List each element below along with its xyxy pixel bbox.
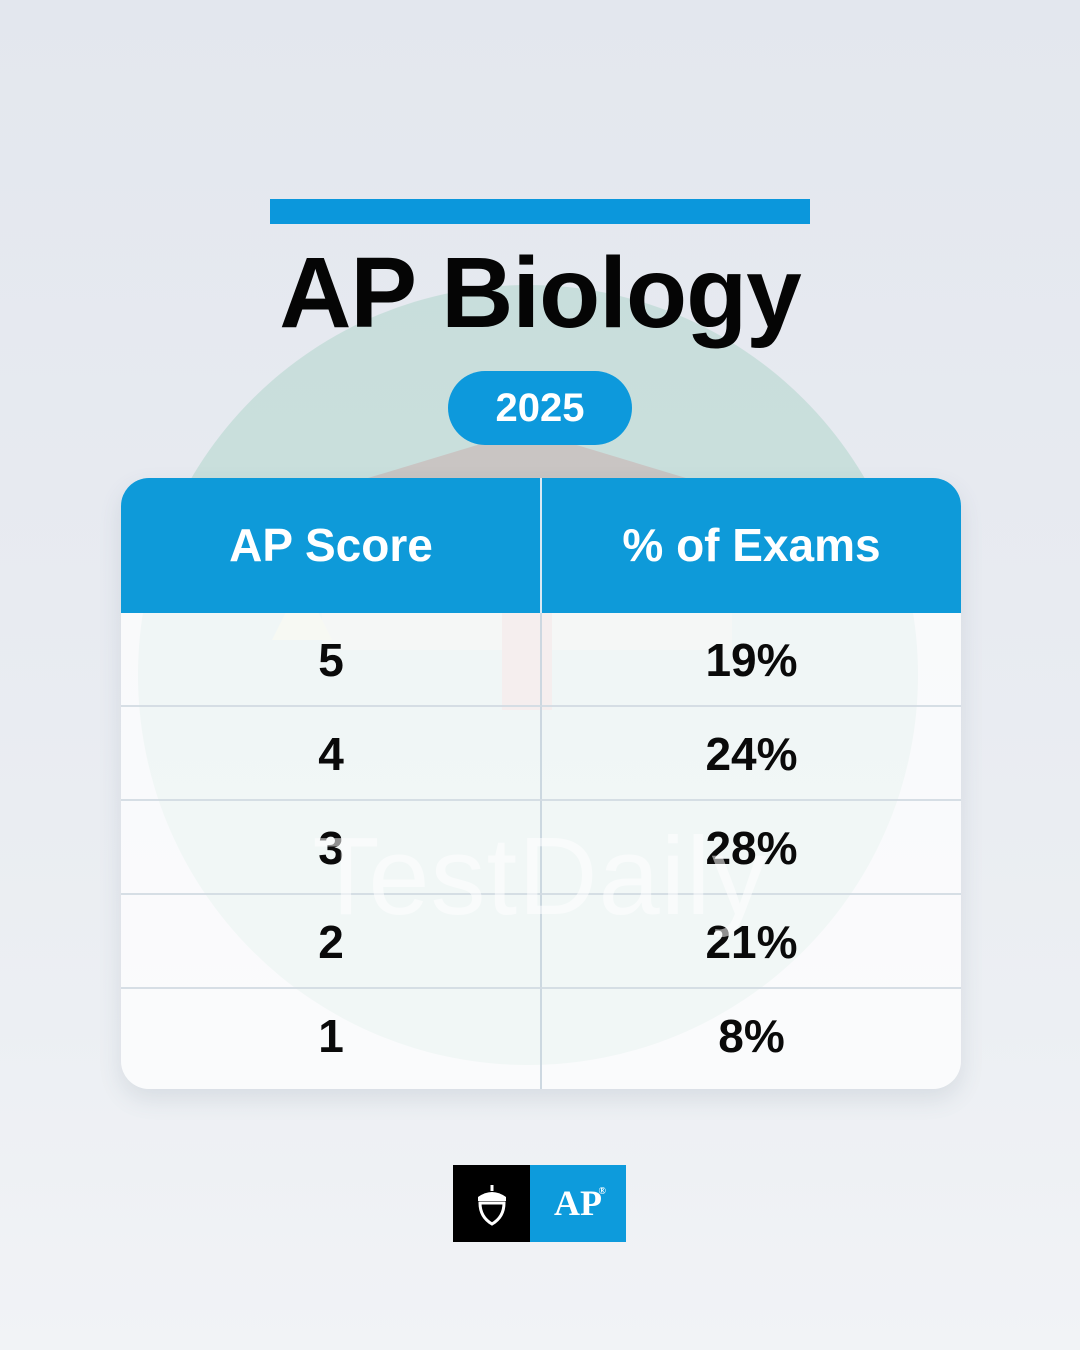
- table-body: 5 19% 4 24% 3 28% 2 21% 1 8%: [121, 613, 961, 1089]
- registered-mark: ®: [598, 1186, 606, 1197]
- table-row: 1 8%: [121, 989, 961, 1089]
- ap-logo: AP ®: [453, 1165, 626, 1242]
- year-badge: 2025: [448, 371, 632, 445]
- score-cell: 2: [318, 916, 344, 968]
- title-accent-bar: [270, 199, 810, 224]
- score-cell: 5: [318, 634, 344, 686]
- score-cell: 4: [318, 728, 344, 780]
- ap-logo-text: AP ®: [530, 1165, 626, 1242]
- table-row: 4 24%: [121, 707, 961, 801]
- score-cell: 3: [318, 822, 344, 874]
- header-ap-score: AP Score: [229, 519, 433, 571]
- score-cell: 1: [318, 1010, 344, 1062]
- table-row: 5 19%: [121, 613, 961, 707]
- percent-cell: 21%: [705, 916, 798, 968]
- percent-cell: 28%: [705, 822, 798, 874]
- table-row: 3 28%: [121, 801, 961, 895]
- percent-cell: 24%: [705, 728, 798, 780]
- ap-logo-letters: AP: [554, 1183, 602, 1223]
- page-title: AP Biology: [279, 237, 802, 349]
- percent-cell: 8%: [718, 1010, 785, 1062]
- acorn-icon: [453, 1165, 530, 1242]
- score-distribution-table: AP Score % of Exams 5 19% 4 24% 3 28% 2 …: [121, 478, 961, 1089]
- percent-cell: 19%: [705, 634, 798, 686]
- header-percent-of-exams: % of Exams: [622, 519, 881, 571]
- header-column-divider: [540, 478, 542, 613]
- column-divider: [540, 478, 542, 1089]
- table-row: 2 21%: [121, 895, 961, 989]
